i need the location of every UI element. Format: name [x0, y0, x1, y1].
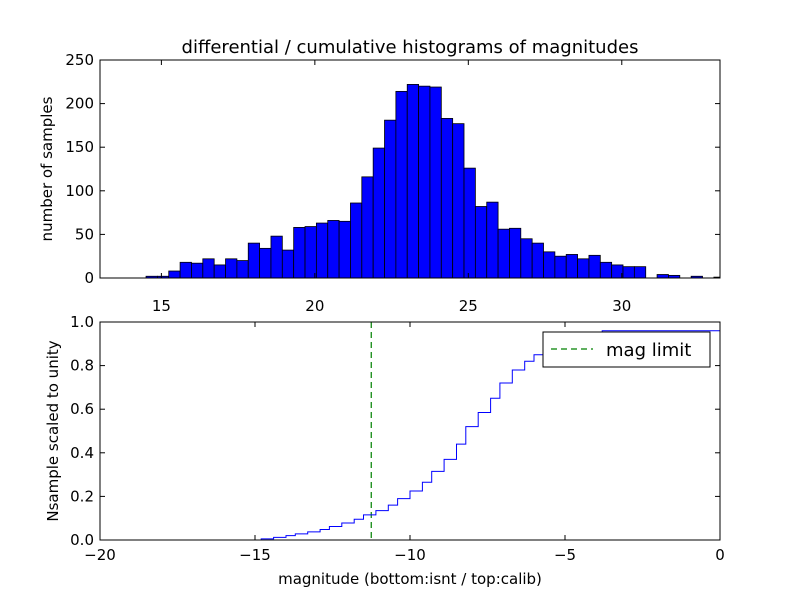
histogram-bar	[395, 90, 408, 279]
top-ylabel: number of samples	[38, 96, 56, 241]
top-histogram-panel: differential / cumulative histograms of …	[38, 37, 721, 315]
bottom-ytick-label: 0.4	[70, 444, 94, 462]
top-bars	[145, 84, 721, 279]
histogram-bar	[429, 86, 442, 279]
top-ytick-label: 100	[65, 182, 94, 200]
bottom-ytick-label: 0.8	[70, 357, 94, 375]
histogram-bar	[213, 264, 226, 279]
bottom-ytick-label: 0.6	[70, 400, 94, 418]
bottom-xtick-label: −5	[554, 546, 576, 564]
histogram-bar	[486, 201, 499, 279]
bottom-ytick-label: 0.0	[70, 531, 94, 549]
histogram-bar	[452, 123, 465, 279]
histogram-bar	[236, 260, 249, 279]
histogram-bar	[361, 176, 374, 279]
histogram-bar	[497, 228, 510, 279]
histogram-bar	[543, 251, 556, 279]
histogram-bar	[474, 206, 488, 279]
histogram-bar	[372, 147, 385, 279]
legend-label: mag limit	[606, 340, 691, 361]
bottom-ytick-label: 0.2	[70, 487, 94, 505]
top-ytick-label: 50	[75, 225, 94, 243]
histogram-bar	[633, 266, 647, 279]
histogram-bar	[270, 235, 283, 279]
histogram-bar	[293, 227, 306, 279]
histogram-bar	[179, 261, 192, 279]
top-xtick-label: 30	[612, 297, 631, 315]
histogram-bar	[406, 84, 419, 279]
legend: mag limit	[542, 331, 711, 368]
bottom-xtick-label: −20	[84, 546, 116, 564]
histogram-bar	[384, 119, 397, 279]
histogram-bar	[565, 254, 578, 279]
top-xtick-label: 20	[305, 297, 324, 315]
top-ytick-label: 200	[65, 95, 94, 113]
histogram-bar	[509, 227, 522, 279]
histogram-bar	[577, 258, 590, 279]
histogram-bar	[225, 258, 238, 279]
bottom-xtick-label: 0	[715, 546, 725, 564]
histogram-bar	[338, 220, 351, 279]
histogram-bar	[202, 258, 215, 279]
bottom-xlabel: magnitude (bottom:isnt / top:calib)	[278, 570, 542, 588]
histogram-bar	[520, 238, 533, 279]
histogram-bar	[554, 255, 567, 279]
bottom-xtick-label: −10	[394, 546, 426, 564]
histogram-bar	[531, 242, 544, 279]
bottom-ytick-label: 1.0	[70, 313, 94, 331]
histogram-bar	[304, 226, 317, 279]
bottom-cumulative-panel: Nsample scaled to unity magnitude (botto…	[44, 313, 725, 588]
histogram-bar	[315, 222, 329, 279]
histogram-bar	[350, 202, 363, 279]
top-ticks: 15 20 25 30 0 50 100 150 200 250	[65, 51, 720, 315]
top-plot-frame	[99, 59, 721, 279]
histogram-bar	[656, 274, 669, 279]
top-chart-title: differential / cumulative histograms of …	[182, 37, 639, 58]
top-ytick-label: 0	[84, 269, 94, 287]
histogram-bar	[191, 262, 204, 279]
histogram-bar	[622, 266, 635, 279]
histogram-bar	[327, 220, 340, 279]
histogram-bar	[168, 270, 181, 279]
histogram-bar	[259, 247, 272, 279]
top-xtick-label: 25	[459, 297, 478, 315]
top-ytick-label: 250	[65, 51, 94, 69]
bottom-plot-frame	[99, 321, 721, 541]
top-ytick-label: 150	[65, 138, 94, 156]
top-xtick-label: 15	[152, 297, 171, 315]
histogram-bar	[281, 249, 295, 279]
bottom-ticks: −20 −15 −10 −5 0 0.0 0.2 0.4 0.6 0.8 1.0	[70, 313, 725, 564]
bottom-ylabel: Nsample scaled to unity	[44, 340, 62, 521]
histogram-bar	[588, 254, 601, 279]
histogram-bar	[418, 85, 431, 279]
bottom-xtick-label: −15	[239, 546, 271, 564]
legend-box	[542, 331, 711, 368]
histogram-bar	[247, 242, 261, 279]
histogram-bar	[599, 261, 613, 279]
histogram-bar	[463, 167, 476, 279]
histogram-bar	[440, 118, 454, 279]
